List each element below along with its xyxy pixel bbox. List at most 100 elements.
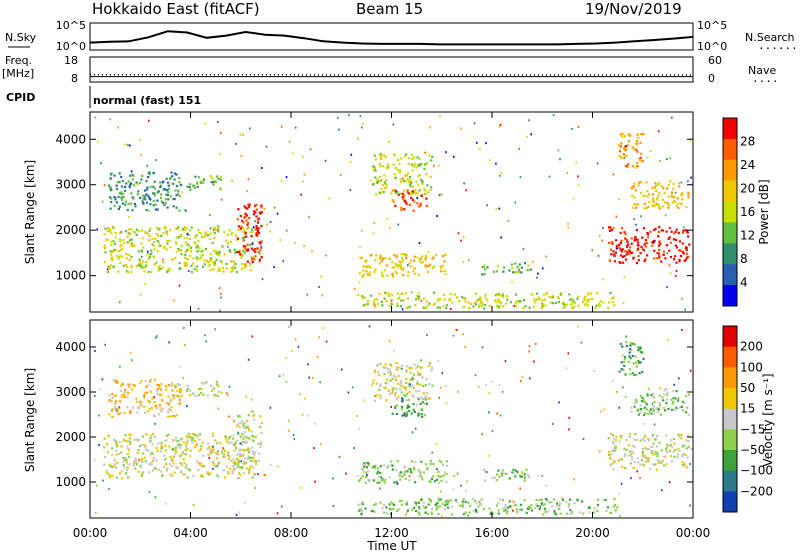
heatmap-cell (141, 461, 143, 463)
heatmap-cell (423, 298, 425, 300)
heatmap-cell (678, 185, 680, 187)
heatmap-cell (381, 301, 383, 303)
heatmap-cell (392, 508, 394, 510)
heatmap-cell (428, 303, 430, 305)
heatmap-cell (142, 266, 144, 268)
heatmap-cell (239, 426, 241, 428)
heatmap-cell (369, 266, 371, 268)
heatmap-cell (240, 436, 242, 438)
heatmap-cell (425, 259, 427, 261)
heatmap-cell (418, 164, 420, 166)
heatmap-cell (130, 228, 132, 230)
heatmap-cell (541, 499, 543, 501)
heatmap-cell (374, 369, 376, 371)
heatmap-cell (175, 450, 177, 452)
heatmap-cell (228, 458, 230, 460)
heatmap-cell (536, 293, 538, 295)
heatmap-cell (469, 307, 471, 309)
heatmap-cell (669, 481, 671, 483)
heatmap-cell (392, 468, 394, 470)
heatmap-cell (410, 379, 412, 381)
heatmap-cell (670, 242, 672, 244)
heatmap-cell (527, 269, 529, 271)
heatmap-cell (398, 296, 400, 298)
heatmap-cell (166, 271, 168, 273)
heatmap-cell (613, 498, 615, 500)
heatmap-cell (478, 305, 480, 307)
heatmap-cell (144, 380, 146, 382)
heatmap-cell (159, 186, 161, 188)
heatmap-cell (227, 454, 229, 456)
heatmap-cell (526, 136, 528, 138)
heatmap-cell (132, 407, 134, 409)
heatmap-cell (441, 475, 443, 477)
heatmap-cell (402, 415, 404, 417)
heatmap-cell (426, 392, 428, 394)
heatmap-cell (115, 467, 117, 469)
heatmap-cell (414, 273, 416, 275)
heatmap-cell (172, 183, 174, 185)
heatmap-cell (667, 207, 669, 209)
heatmap-cell (652, 403, 654, 405)
heatmap-cell (370, 295, 372, 297)
heatmap-cell (631, 195, 633, 197)
heatmap-cell (432, 385, 434, 387)
heatmap-cell (187, 388, 189, 390)
heatmap-cell (687, 180, 689, 182)
heatmap-cell (242, 250, 244, 252)
heatmap-cell (176, 390, 178, 392)
heatmap-cell (417, 184, 419, 186)
heatmap-cell (442, 265, 444, 267)
heatmap-cell (348, 114, 350, 116)
heatmap-cell (128, 181, 130, 183)
heatmap-cell (253, 258, 255, 260)
heatmap-cell (662, 187, 664, 189)
heatmap-cell (220, 179, 222, 181)
heatmap-cell (681, 182, 683, 184)
heatmap-cell (483, 469, 485, 471)
heatmap-cell (425, 463, 427, 465)
heatmap-cell (643, 456, 645, 458)
heatmap-cell (220, 176, 222, 178)
heatmap-cell (118, 250, 120, 252)
heatmap-cell (205, 381, 207, 383)
colorbar-swatch (723, 118, 737, 139)
heatmap-cell (667, 408, 669, 410)
heatmap-cell (212, 468, 214, 470)
heatmap-cell (166, 243, 168, 245)
heatmap-cell (687, 440, 689, 442)
heatmap-cell (529, 345, 531, 347)
freq-left-tick-top: 18 (64, 54, 78, 67)
nave-marker: .... (752, 72, 779, 85)
heatmap-cell (514, 262, 516, 264)
heatmap-cell (151, 443, 153, 445)
heatmap-cell (236, 425, 238, 427)
heatmap-cell (399, 475, 401, 477)
heatmap-cell (620, 437, 622, 439)
heatmap-cell (419, 513, 421, 515)
heatmap-cell (649, 412, 651, 414)
heatmap-cell (126, 469, 128, 471)
heatmap-cell (160, 450, 162, 452)
heatmap-cell (442, 464, 444, 466)
heatmap-cell (608, 454, 610, 456)
heatmap-cell (666, 286, 668, 288)
heatmap-cell (377, 303, 379, 305)
heatmap-cell (399, 479, 401, 481)
heatmap-cell (635, 399, 637, 401)
heatmap-cell (231, 267, 233, 269)
heatmap-cell (403, 180, 405, 182)
heatmap-cell (250, 460, 252, 462)
heatmap-cell (146, 165, 148, 167)
heatmap-cell (110, 232, 112, 234)
heatmap-cell (162, 259, 164, 261)
heatmap-cell (635, 167, 637, 169)
heatmap-cell (542, 267, 544, 269)
heatmap-cell (629, 373, 631, 375)
heatmap-cell (524, 473, 526, 475)
heatmap-cell (108, 399, 110, 401)
heatmap-cell (482, 303, 484, 305)
heatmap-cell (558, 149, 560, 151)
heatmap-cell (127, 271, 129, 273)
heatmap-cell (210, 233, 212, 235)
